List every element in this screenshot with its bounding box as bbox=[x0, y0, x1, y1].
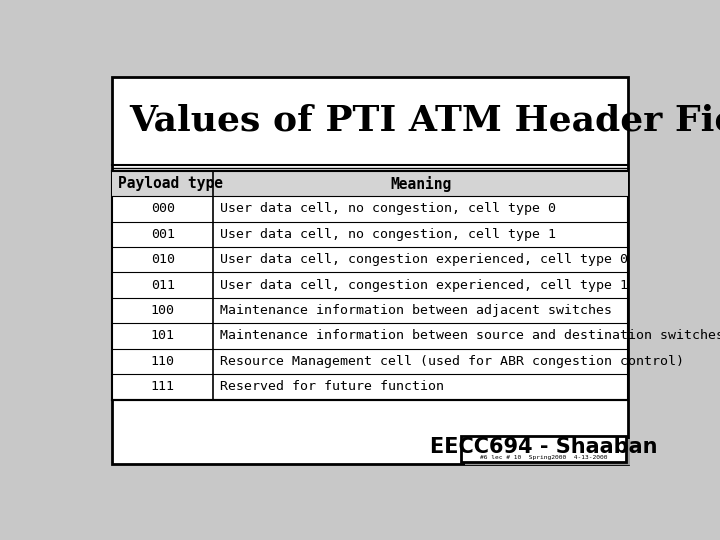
Bar bbox=[112, 171, 629, 400]
Text: User data cell, congestion experienced, cell type 0: User data cell, congestion experienced, … bbox=[220, 253, 628, 266]
Text: Values of PTI ATM Header Field: Values of PTI ATM Header Field bbox=[129, 104, 720, 138]
Text: Reserved for future function: Reserved for future function bbox=[220, 380, 444, 393]
Text: 101: 101 bbox=[150, 329, 175, 342]
Text: EECC694 - Shaaban: EECC694 - Shaaban bbox=[430, 437, 657, 457]
Text: Meaning: Meaning bbox=[390, 176, 451, 192]
Text: 111: 111 bbox=[150, 380, 175, 393]
Text: 100: 100 bbox=[150, 304, 175, 317]
Text: 001: 001 bbox=[150, 228, 175, 241]
Text: Maintenance information between source and destination switches: Maintenance information between source a… bbox=[220, 329, 720, 342]
Text: User data cell, no congestion, cell type 0: User data cell, no congestion, cell type… bbox=[220, 202, 556, 215]
Text: 011: 011 bbox=[150, 279, 175, 292]
Bar bbox=[112, 171, 629, 196]
Text: User data cell, no congestion, cell type 1: User data cell, no congestion, cell type… bbox=[220, 228, 556, 241]
Bar bbox=[465, 439, 629, 465]
Text: User data cell, congestion experienced, cell type 1: User data cell, congestion experienced, … bbox=[220, 279, 628, 292]
Text: Payload type: Payload type bbox=[118, 176, 223, 191]
Text: Maintenance information between adjacent switches: Maintenance information between adjacent… bbox=[220, 304, 612, 317]
Text: 010: 010 bbox=[150, 253, 175, 266]
Text: 110: 110 bbox=[150, 355, 175, 368]
Bar bbox=[461, 436, 626, 462]
Text: Resource Management cell (used for ABR congestion control): Resource Management cell (used for ABR c… bbox=[220, 355, 684, 368]
Text: 000: 000 bbox=[150, 202, 175, 215]
Text: #6 lec # 10  Spring2000  4-13-2000: #6 lec # 10 Spring2000 4-13-2000 bbox=[480, 455, 607, 460]
